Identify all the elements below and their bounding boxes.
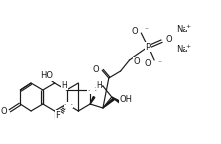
Text: O: O <box>166 36 173 44</box>
Text: HO: HO <box>40 72 53 80</box>
Text: O: O <box>1 107 8 115</box>
Text: O: O <box>145 58 151 68</box>
Text: OH: OH <box>120 94 133 104</box>
Text: P: P <box>146 42 151 52</box>
Polygon shape <box>90 97 95 104</box>
Polygon shape <box>112 97 120 103</box>
Text: O: O <box>92 65 99 73</box>
Text: ⁻: ⁻ <box>144 25 148 35</box>
Text: +: + <box>186 44 191 50</box>
Text: F: F <box>55 110 60 120</box>
Text: ⁻: ⁻ <box>157 58 161 68</box>
Text: ·  ·: · · <box>64 102 73 108</box>
Text: Na: Na <box>176 46 187 54</box>
Text: O: O <box>133 57 140 67</box>
Text: O: O <box>132 26 138 36</box>
Polygon shape <box>103 98 114 108</box>
Text: +: + <box>186 24 191 30</box>
Text: H: H <box>96 80 102 90</box>
Text: Na: Na <box>176 25 187 35</box>
Text: ·  ·: · · <box>88 88 97 94</box>
Text: H: H <box>62 80 67 90</box>
